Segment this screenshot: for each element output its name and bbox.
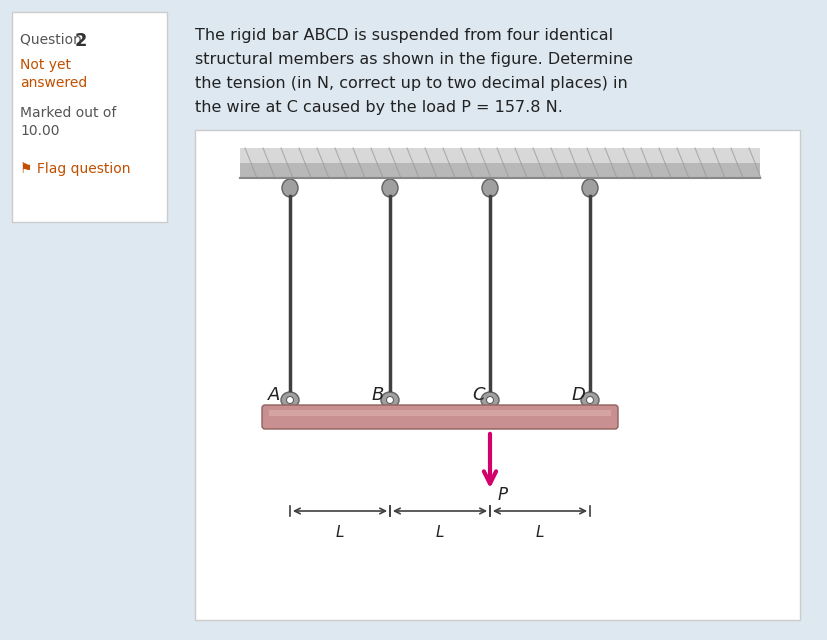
- Ellipse shape: [486, 397, 493, 403]
- Bar: [240, 163, 759, 178]
- Text: The rigid bar ABCD is suspended from four identical: The rigid bar ABCD is suspended from fou…: [195, 28, 612, 43]
- Text: Question: Question: [20, 32, 86, 46]
- FancyBboxPatch shape: [12, 12, 167, 222]
- Text: Marked out of: Marked out of: [20, 106, 117, 120]
- Text: answered: answered: [20, 76, 87, 90]
- Bar: [269, 410, 610, 416]
- Ellipse shape: [380, 392, 399, 408]
- Text: A: A: [268, 386, 280, 404]
- Ellipse shape: [586, 397, 593, 403]
- Ellipse shape: [481, 179, 497, 197]
- Ellipse shape: [581, 179, 597, 197]
- Text: ⚑ Flag question: ⚑ Flag question: [20, 162, 131, 176]
- Ellipse shape: [381, 179, 398, 197]
- Text: P: P: [497, 486, 508, 504]
- Text: the wire at C caused by the load P = 157.8 N.: the wire at C caused by the load P = 157…: [195, 100, 562, 115]
- Text: 10.00: 10.00: [20, 124, 60, 138]
- Text: structural members as shown in the figure. Determine: structural members as shown in the figur…: [195, 52, 632, 67]
- FancyBboxPatch shape: [178, 8, 815, 630]
- Ellipse shape: [386, 397, 393, 403]
- Text: L: L: [535, 525, 543, 540]
- Text: D: D: [571, 386, 586, 404]
- Text: L: L: [435, 525, 444, 540]
- Ellipse shape: [581, 392, 598, 408]
- Text: L: L: [335, 525, 344, 540]
- Ellipse shape: [282, 179, 298, 197]
- Text: B: B: [371, 386, 384, 404]
- Text: 2: 2: [75, 32, 88, 50]
- Ellipse shape: [280, 392, 299, 408]
- Ellipse shape: [286, 397, 293, 403]
- Ellipse shape: [480, 392, 499, 408]
- FancyBboxPatch shape: [195, 130, 799, 620]
- Text: Not yet: Not yet: [20, 58, 71, 72]
- Text: the tension (in N, correct up to two decimal places) in: the tension (in N, correct up to two dec…: [195, 76, 627, 91]
- FancyBboxPatch shape: [261, 405, 617, 429]
- Text: C: C: [471, 386, 484, 404]
- Bar: [240, 148, 759, 163]
